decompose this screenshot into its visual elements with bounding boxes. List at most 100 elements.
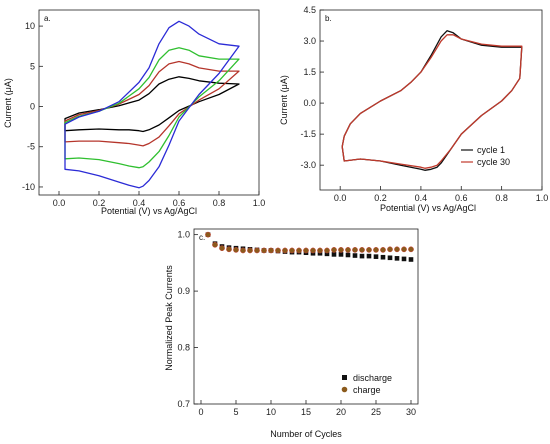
- legend-label-discharge: discharge: [353, 373, 392, 383]
- panel-label-a: a.: [44, 14, 51, 23]
- y-tick-label: 3.0: [303, 36, 316, 46]
- data-point-charge: [359, 247, 365, 253]
- legend-c: discharge charge: [341, 373, 392, 395]
- data-point-charge: [324, 247, 330, 254]
- x-tick-label: 20: [336, 407, 346, 417]
- y-tick-label: -10: [22, 182, 35, 192]
- x-tick-label: 0.0: [334, 193, 347, 203]
- panel-label-b: b.: [325, 14, 332, 23]
- data-point-charge: [387, 246, 393, 253]
- data-point-charge: [205, 231, 211, 238]
- data-point-charge: [303, 247, 309, 254]
- series-line-a-3: [64, 47, 240, 169]
- series-group-c: [205, 231, 414, 262]
- legend-label-cycle-1: cycle 1: [477, 145, 505, 155]
- data-point-charge: [282, 247, 288, 254]
- x-axis-label-a: Potential (V) vs Ag/AgCl: [101, 206, 197, 216]
- series-group-a: [64, 20, 240, 189]
- y-tick-label: 10: [25, 21, 35, 31]
- y-tick-label: 0.9: [177, 286, 190, 296]
- y-tick-label: 0.7: [177, 399, 190, 409]
- data-point-discharge: [373, 254, 379, 259]
- x-tick-label: 0.6: [455, 193, 468, 203]
- x-tick-label: 5: [233, 407, 238, 417]
- plot-frame-b: [319, 9, 543, 191]
- y-tick-label: 5: [30, 61, 35, 71]
- data-point-charge: [233, 247, 239, 253]
- chart-panel-b: 0.0 0.2 0.4 0.6 0.8 1.0 -3.0 -1.5 0.0 1.5 3.0 4.5 b…: [279, 5, 548, 213]
- y-tick-label: 0.8: [177, 343, 190, 353]
- tick-group-b: 0.0 0.2 0.4 0.6 0.8 1.0 -3.0 -1.5 0.0 1.5 3.0 4.5: [300, 5, 548, 203]
- series-line-b-2: [341, 34, 523, 169]
- x-tick-label: 0.4: [415, 193, 428, 203]
- data-point-discharge: [338, 252, 344, 257]
- series-group-b: [341, 30, 523, 171]
- x-tick-label: 0.4: [133, 198, 146, 208]
- series-line-a-2: [64, 60, 240, 147]
- x-tick-label: 0.8: [213, 198, 226, 208]
- legend-b: cycle 1 cycle 30: [461, 145, 510, 167]
- data-point-discharge: [331, 252, 337, 257]
- x-tick-label: 0: [198, 407, 203, 417]
- y-tick-label: -3.0: [300, 160, 316, 170]
- data-point-charge: [219, 245, 225, 252]
- data-point-discharge: [324, 251, 330, 257]
- data-point-charge: [366, 247, 372, 253]
- tick-group-a: 0.0 0.2 0.4 0.6 0.8 1.0 -10 -5 0 5 10: [22, 21, 265, 208]
- data-point-charge: [212, 241, 218, 248]
- y-axis-label-a: Current (μA): [3, 78, 13, 128]
- x-tick-label: 25: [371, 407, 381, 417]
- data-point-discharge: [345, 252, 351, 258]
- data-point-charge: [254, 247, 260, 254]
- series-line-a-1: [64, 76, 240, 133]
- x-tick-label: 0.8: [495, 193, 508, 203]
- data-point-charge: [310, 247, 316, 254]
- x-tick-label: 0.6: [173, 198, 186, 208]
- y-tick-label: 1.0: [177, 230, 190, 240]
- data-point-charge: [345, 247, 351, 253]
- x-axis-label-c: Number of Cycles: [270, 429, 342, 439]
- data-point-discharge: [366, 253, 372, 259]
- data-point-charge: [331, 247, 337, 253]
- data-point-charge: [226, 246, 232, 253]
- x-tick-label: 1.0: [536, 193, 549, 203]
- data-point-charge: [317, 247, 323, 254]
- legend-swatch-discharge: [342, 375, 347, 380]
- chart-panel-c: 0 5 10 15 20 25 30 0.7 0.8 0.9 1.0 c. Number of Cy…: [164, 228, 419, 439]
- tick-group-c: 0 5 10 15 20 25 30 0.7 0.8 0.9 1.0: [177, 230, 416, 417]
- data-point-discharge: [380, 254, 386, 260]
- data-point-charge: [247, 247, 253, 254]
- y-tick-label: -1.5: [300, 129, 316, 139]
- data-point-discharge: [394, 256, 400, 261]
- data-point-charge: [289, 247, 295, 254]
- x-tick-label: 0.0: [53, 198, 66, 208]
- y-tick-label: -5: [27, 142, 35, 152]
- plot-frame-a: [38, 9, 260, 196]
- y-tick-label: 0: [30, 102, 35, 112]
- data-point-charge: [240, 247, 246, 254]
- legend-label-charge: charge: [353, 385, 381, 395]
- x-tick-label: 30: [406, 407, 416, 417]
- y-axis-label-b: Current (μA): [279, 75, 289, 125]
- x-tick-label: 1.0: [253, 198, 266, 208]
- panel-label-c: c.: [199, 233, 205, 242]
- data-point-charge: [261, 247, 267, 254]
- x-tick-label: 15: [301, 407, 311, 417]
- data-point-discharge: [408, 257, 414, 262]
- data-point-charge: [408, 246, 414, 253]
- x-tick-label: 10: [266, 407, 276, 417]
- data-point-discharge: [387, 255, 393, 261]
- y-axis-label-c: Normalized Peak Currents: [164, 265, 174, 371]
- data-point-discharge: [352, 253, 358, 258]
- chart-panel-a: 0.0 0.2 0.4 0.6 0.8 1.0 -10 -5 0 5 10 a. Potential…: [3, 9, 265, 216]
- data-point-discharge: [401, 256, 407, 262]
- x-axis-label-b: Potential (V) vs Ag/AgCl: [380, 203, 476, 213]
- x-tick-label: 0.2: [93, 198, 106, 208]
- y-tick-label: 4.5: [303, 5, 316, 15]
- data-point-charge: [373, 247, 379, 253]
- data-point-charge: [380, 247, 386, 253]
- data-point-charge: [338, 247, 344, 253]
- legend-label-cycle-30: cycle 30: [477, 157, 510, 167]
- data-point-charge: [352, 247, 358, 253]
